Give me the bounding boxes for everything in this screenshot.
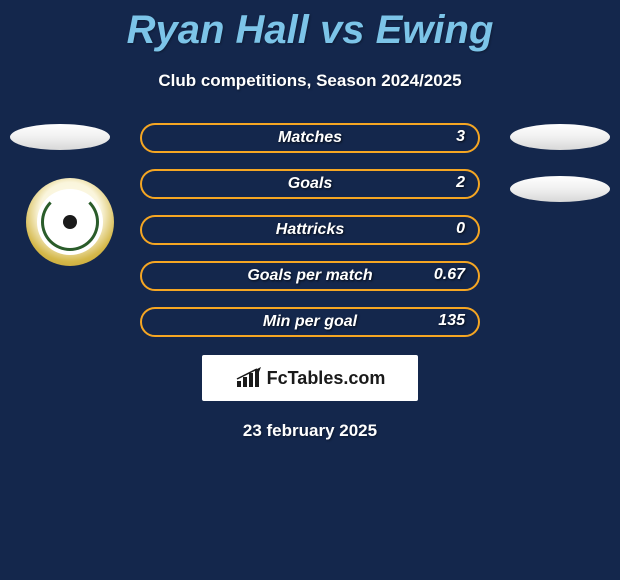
stat-bar: Goals per match [140,261,480,291]
stat-label: Min per goal [263,313,357,331]
stats-container: Matches 3 Goals 2 Hattricks 0 Goals per match 0… [0,123,620,337]
stat-row: Goals 2 [0,169,620,199]
stat-value-right: 3 [456,128,465,146]
stat-bar: Matches [140,123,480,153]
stat-label: Goals per match [247,267,372,285]
stat-label: Matches [278,129,342,147]
stat-row: Hattricks 0 [0,215,620,245]
page-title: Ryan Hall vs Ewing [0,0,620,53]
stat-row: Goals per match 0.67 [0,261,620,291]
subtitle: Club competitions, Season 2024/2025 [0,71,620,91]
stat-value-right: 135 [438,312,465,330]
stat-row: Matches 3 [0,123,620,153]
bar-chart-icon [235,367,263,389]
stat-label: Goals [288,175,332,193]
stat-value-right: 0.67 [434,266,465,284]
stat-value-right: 0 [456,220,465,238]
stat-value-right: 2 [456,174,465,192]
stat-label: Hattricks [276,221,344,239]
fctables-label: FcTables.com [267,368,386,389]
stat-bar: Hattricks [140,215,480,245]
date-label: 23 february 2025 [0,421,620,441]
stat-row: Min per goal 135 [0,307,620,337]
fctables-badge: FcTables.com [202,355,418,401]
stat-bar: Min per goal [140,307,480,337]
stat-bar: Goals [140,169,480,199]
